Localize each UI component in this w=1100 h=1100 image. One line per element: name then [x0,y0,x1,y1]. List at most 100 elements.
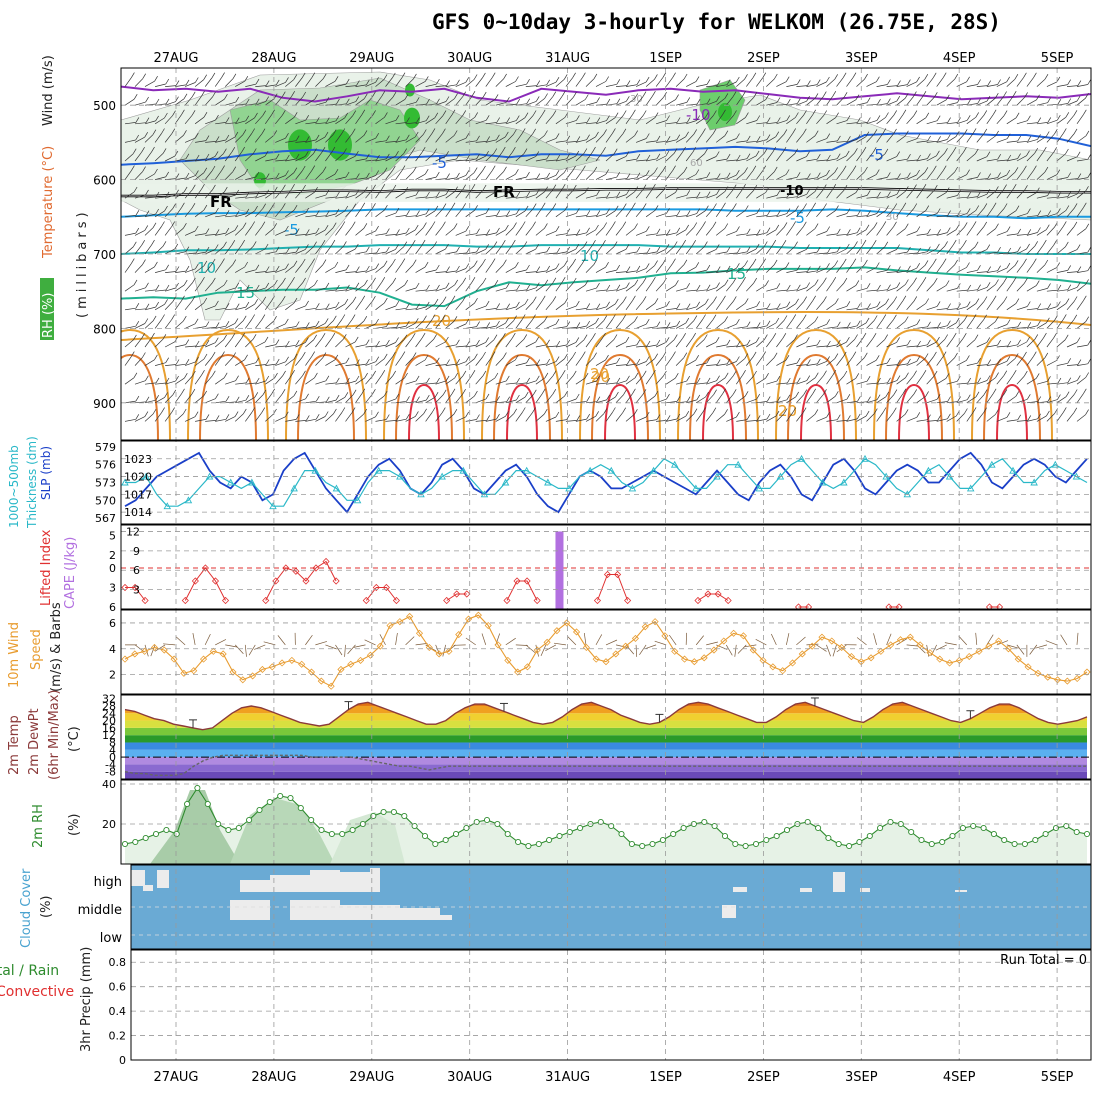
upper-wind-barb [505,413,514,422]
upper-wind-barb-flag [352,389,357,395]
upper-wind-barb [435,155,446,162]
upper-wind-barb-flag [752,351,757,358]
upper-wind-barb [686,289,698,292]
upper-wind-barb [495,151,503,162]
upper-wind-barb-flag [225,134,230,141]
upper-wind-barb-flag [496,210,501,216]
upper-wind-barb-flag [766,134,771,140]
upper-wind-barb-flag [203,390,208,397]
upper-wind-barb [285,209,295,218]
upper-wind-barb [746,189,755,199]
upper-wind-barb-flag [205,340,210,346]
upper-wind-barb [956,81,967,87]
upper-wind-barb [295,398,306,404]
upper-wind-barb [245,269,256,273]
upper-wind-barb-flag [235,210,240,216]
upper-wind-barb-flag [436,377,440,384]
upper-wind-barb [1046,382,1058,385]
day-label-top: 29AUG [349,51,394,66]
upper-wind-barb-flag [451,202,456,208]
upper-wind-barb-flag [1082,109,1087,115]
upper-wind-barb [645,188,653,199]
upper-wind-barb-flag [172,389,177,396]
upper-wind-barb [826,358,836,366]
upper-wind-barb-flag [756,393,761,400]
wind10-point [1034,669,1042,677]
upper-wind-barb [335,396,346,404]
upper-wind-barb [625,414,635,422]
upper-wind-barb-flag [413,73,417,80]
upper-wind-barb-flag [321,240,326,246]
upper-wind-barb [455,230,466,236]
upper-wind-barb-flag [162,241,167,247]
upper-wind-barb [1016,375,1025,385]
upper-wind-barb-flag [967,192,972,198]
upper-wind-barb [726,159,738,162]
upper-wind-barb-flag [847,322,851,328]
upper-wind-barb [295,141,307,143]
upper-wind-barb [756,263,763,273]
chart-title: GFS 0~10day 3-hourly for WELKOM (26.75E,… [432,10,1001,34]
upper-wind-barb-flag [546,172,551,179]
wind10-barb [625,644,635,655]
precip-tick-label: 0.8 [109,956,127,969]
rh-point [908,828,915,836]
upper-wind-barb-flag [214,244,219,250]
upper-wind-barb-flag [946,134,951,140]
upper-wind-barb-flag [902,202,907,208]
contour-label: 20 [778,402,797,420]
upper-wind-barb-flag [225,321,230,327]
upper-wind-barb-flag [355,189,360,195]
upper-wind-barb-flag [536,80,541,86]
upper-wind-barb [916,396,926,404]
upper-wind-barb-flag [605,76,610,82]
upper-wind-barb [525,156,536,162]
upper-wind-barb [435,394,444,404]
upper-wind-barb-flag [835,112,839,118]
upper-wind-barb [695,339,705,348]
upper-wind-barb [876,117,886,125]
upper-wind-barb [1046,81,1058,87]
upper-wind-barb-flag [516,191,521,198]
upper-wind-barb [585,136,596,143]
lifted-index-line [265,560,337,601]
upper-wind-barb [806,228,816,236]
upper-wind-barb [826,79,835,87]
upper-wind-barb [405,357,414,366]
upper-wind-barb-flag [486,136,491,142]
upper-wind-barb [595,266,606,273]
upper-wind-barb [896,158,908,162]
upper-wind-barb-flag [614,205,619,211]
upper-wind-barb-flag [581,351,586,357]
upper-wind-barb-flag [523,148,528,154]
upper-wind-barb [896,228,906,236]
upper-wind-barb [184,393,193,404]
upper-wind-barb-flag [1076,337,1081,343]
upper-wind-barb-flag [744,205,749,211]
upper-wind-barb-flag [466,247,470,254]
upper-wind-barb-flag [806,189,811,195]
upper-wind-barb-flag [255,78,260,85]
upper-wind-barb [946,308,958,311]
upper-wind-barb-flag [845,150,850,157]
upper-wind-barb-flag [485,244,490,250]
rh-point [152,830,160,838]
upper-wind-barb [295,375,303,385]
upper-wind-barb [325,80,336,87]
upper-wind-barb-flag [916,412,921,418]
upper-wind-barb-flag [235,303,240,309]
upper-wind-barb [495,194,507,199]
upper-wind-barb-flag [544,279,549,285]
day-label-bottom: 3SEP [845,1070,878,1085]
upper-wind-barb [686,266,696,273]
upper-wind-barb-flag [645,411,650,418]
upper-wind-barb-flag [301,165,306,172]
upper-wind-barb [816,81,827,87]
day-label-bottom: 5SEP [1041,1070,1074,1085]
upper-wind-barb [495,122,507,125]
upper-wind-barb [485,99,496,106]
thickness-point [459,466,468,474]
upper-wind-barb-flag [442,221,446,227]
upper-wind-barb-flag [1064,334,1069,340]
upper-wind-barb-flag [321,147,326,153]
